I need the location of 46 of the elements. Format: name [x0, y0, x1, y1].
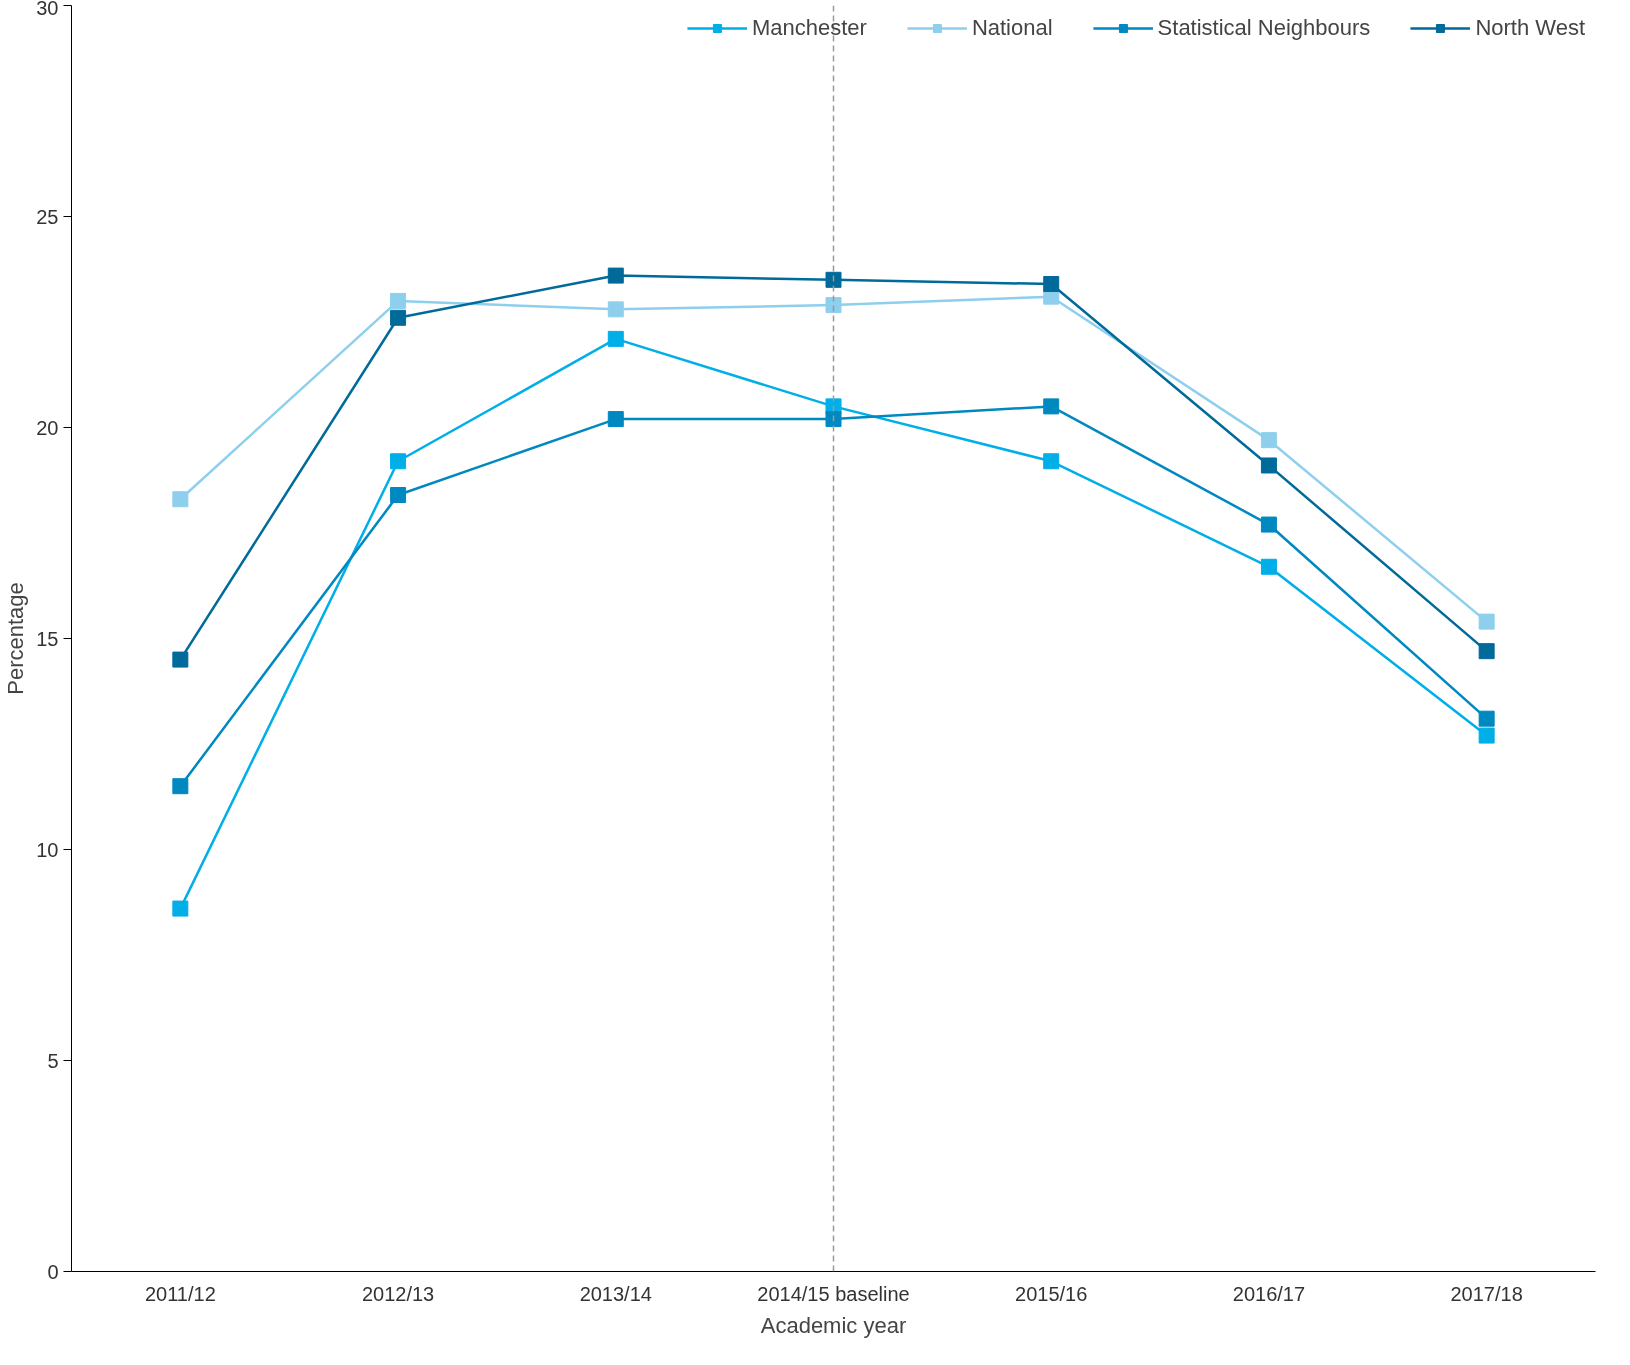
x-tick-label: 2016/17: [1232, 1282, 1306, 1305]
y-tick-label: 15: [36, 627, 59, 650]
point: [172, 491, 189, 508]
point: [1260, 558, 1277, 575]
point: [825, 271, 842, 288]
point: [825, 411, 842, 428]
point: [172, 778, 189, 795]
point: [825, 297, 842, 314]
point: [172, 900, 189, 917]
y-tick-label: 0: [47, 1260, 59, 1283]
point: [1478, 727, 1495, 744]
point: [607, 330, 624, 347]
legend-label: North West: [1475, 15, 1585, 41]
x-tick-label: 2015/16: [1015, 1282, 1088, 1305]
y-tick-label: 20: [36, 416, 59, 439]
y-tick-label: 25: [36, 205, 59, 228]
point: [390, 453, 407, 470]
point: [1043, 398, 1060, 415]
x-tick-label: 2017/18: [1450, 1282, 1523, 1305]
point: [1043, 453, 1060, 470]
point: [1260, 457, 1277, 474]
x-axis-title: Academic year: [760, 1312, 907, 1338]
point: [607, 301, 624, 318]
y-tick-label: 10: [36, 838, 59, 861]
point: [1478, 643, 1495, 660]
point: [390, 292, 407, 309]
point: [172, 651, 189, 668]
x-tick-label: 2011/12: [144, 1282, 216, 1305]
legend-label: Manchester: [751, 15, 867, 41]
point: [390, 309, 407, 326]
x-tick-label: 2012/13: [361, 1282, 435, 1305]
point: [1260, 432, 1277, 449]
point: [1043, 276, 1060, 293]
point: [607, 267, 624, 284]
y-tick-label: 30: [36, 0, 59, 19]
y-tick-label: 5: [47, 1049, 59, 1072]
x-tick-label: 2013/14: [579, 1282, 652, 1305]
point: [1478, 710, 1495, 727]
y-axis-title: Percentage: [3, 582, 29, 695]
x-tick-label: 2014/15 baseline: [757, 1282, 910, 1305]
point: [1478, 613, 1495, 630]
point: [607, 411, 624, 428]
legend-label: National: [971, 15, 1053, 41]
point: [1260, 516, 1277, 533]
point: [390, 487, 407, 504]
legend-label: Statistical Neighbours: [1157, 15, 1371, 41]
